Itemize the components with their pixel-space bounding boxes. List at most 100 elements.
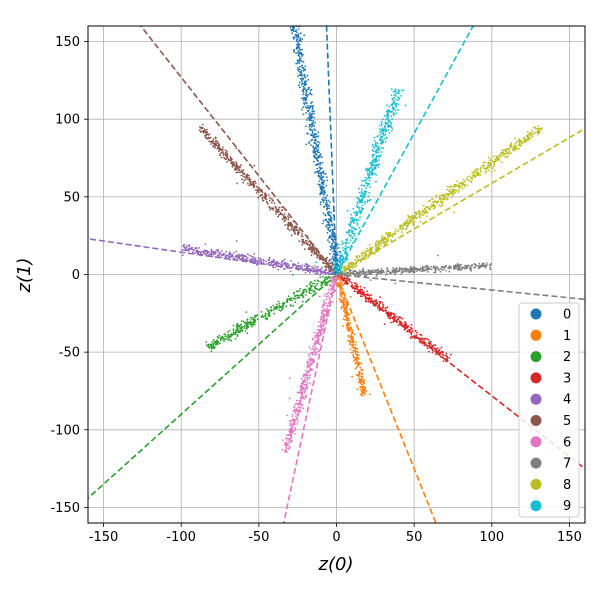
- data-point: [495, 159, 498, 162]
- data-point: [325, 219, 327, 222]
- data-point: [437, 268, 440, 271]
- data-point: [531, 135, 534, 138]
- data-point: [217, 341, 219, 344]
- data-point: [370, 173, 373, 176]
- data-point: [301, 38, 304, 41]
- data-point: [284, 449, 287, 452]
- data-point: [374, 305, 376, 307]
- data-point: [362, 394, 364, 397]
- data-point: [453, 211, 455, 214]
- data-point: [210, 250, 213, 253]
- data-point: [287, 263, 290, 266]
- data-point: [277, 215, 279, 218]
- data-point: [303, 248, 306, 251]
- data-point: [537, 125, 539, 128]
- data-point: [330, 237, 333, 240]
- data-point: [332, 258, 335, 261]
- data-point: [349, 280, 351, 283]
- data-point: [240, 174, 243, 177]
- data-point: [291, 32, 294, 35]
- data-point: [342, 325, 344, 327]
- data-point: [288, 297, 291, 300]
- data-point: [448, 270, 451, 273]
- data-point: [356, 374, 359, 377]
- data-point: [394, 228, 397, 231]
- series-6: [281, 276, 339, 453]
- data-point: [506, 148, 509, 150]
- data-point: [327, 291, 330, 294]
- data-point: [368, 191, 371, 194]
- data-point: [297, 42, 300, 45]
- data-point: [301, 97, 303, 100]
- data-point: [253, 322, 256, 324]
- data-point: [348, 229, 350, 232]
- data-point: [243, 173, 246, 176]
- data-point: [361, 208, 364, 210]
- data-point: [317, 265, 319, 268]
- data-point: [311, 101, 313, 103]
- data-point: [246, 320, 249, 323]
- data-point: [301, 89, 304, 92]
- data-point: [345, 268, 347, 271]
- data-point: [351, 219, 354, 222]
- legend-marker-3: [530, 372, 542, 384]
- data-point: [253, 253, 256, 255]
- data-point: [365, 182, 368, 185]
- data-point: [309, 117, 311, 120]
- data-point: [381, 141, 383, 144]
- data-point: [453, 267, 456, 270]
- data-point: [334, 241, 337, 244]
- data-point: [354, 363, 357, 365]
- data-point: [212, 138, 215, 140]
- data-point: [275, 208, 278, 211]
- data-point: [305, 288, 307, 291]
- data-point: [442, 354, 445, 356]
- data-point: [318, 295, 321, 298]
- data-point: [461, 181, 464, 184]
- data-point: [272, 207, 275, 210]
- data-point: [425, 206, 427, 209]
- data-point: [385, 271, 388, 273]
- data-point: [439, 270, 442, 273]
- data-point: [210, 252, 213, 255]
- data-point: [214, 342, 217, 344]
- data-point: [361, 288, 364, 291]
- data-point: [328, 237, 330, 239]
- data-point: [496, 155, 499, 158]
- data-point: [402, 325, 405, 328]
- data-point: [261, 191, 264, 193]
- data-point: [358, 200, 361, 202]
- data-point: [324, 172, 327, 175]
- data-point: [323, 304, 326, 307]
- data-point: [392, 102, 395, 104]
- data-point: [356, 365, 359, 367]
- data-point: [419, 220, 422, 223]
- data-point: [207, 133, 210, 136]
- data-point: [363, 286, 366, 289]
- data-point: [316, 269, 318, 272]
- data-point: [345, 278, 347, 280]
- data-point: [332, 210, 335, 213]
- data-point: [354, 344, 357, 346]
- data-point: [323, 301, 325, 304]
- data-point: [314, 343, 317, 345]
- data-point: [300, 384, 303, 387]
- data-point: [358, 361, 360, 364]
- data-point: [254, 315, 257, 318]
- data-point: [408, 268, 410, 271]
- data-point: [235, 240, 238, 242]
- data-point: [303, 290, 305, 293]
- data-point: [360, 254, 363, 256]
- x-tick-label: -100: [166, 530, 196, 545]
- data-point: [385, 114, 388, 116]
- data-point: [424, 265, 426, 268]
- data-point: [503, 154, 506, 156]
- data-point: [306, 119, 308, 121]
- legend-marker-8: [530, 478, 542, 490]
- data-point: [359, 289, 361, 291]
- data-point: [460, 264, 462, 266]
- data-point: [328, 218, 331, 221]
- data-point: [362, 386, 364, 388]
- data-point: [307, 117, 309, 119]
- data-point: [378, 125, 381, 127]
